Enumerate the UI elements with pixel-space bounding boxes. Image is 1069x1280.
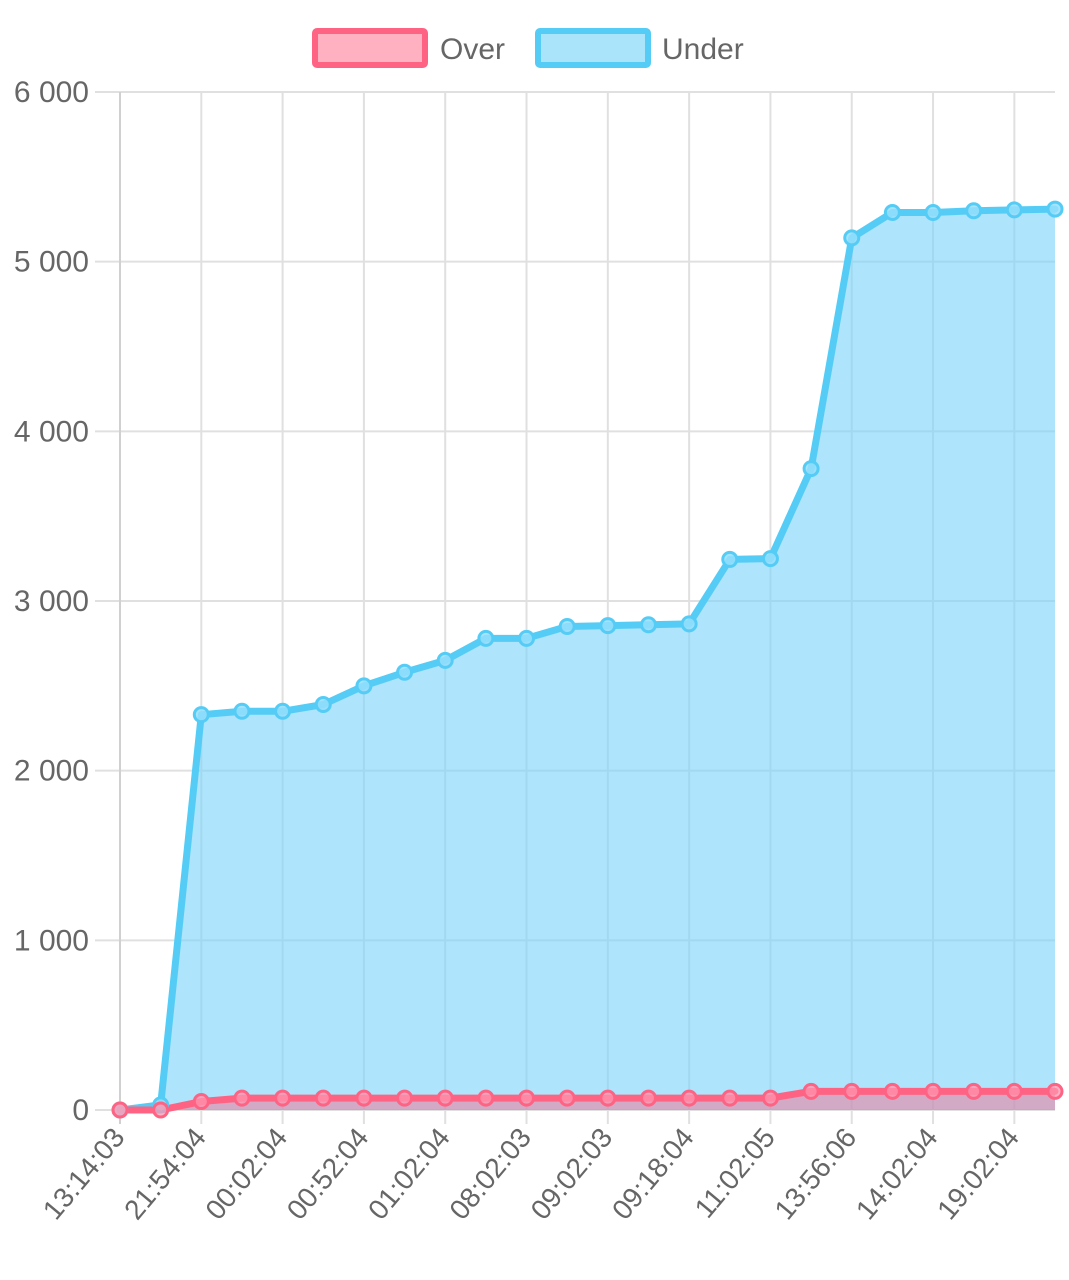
x-axis-ticks: 13:14:0321:54:0400:02:0400:52:0401:02:04… (37, 1122, 1025, 1225)
data-point-over[interactable] (680, 1089, 698, 1107)
data-point-over[interactable] (965, 1082, 983, 1100)
data-point-over[interactable] (477, 1089, 495, 1107)
data-point-under[interactable] (436, 651, 454, 669)
data-point-over[interactable] (314, 1089, 332, 1107)
x-tick-label: 14:02:04 (850, 1122, 944, 1225)
data-point-under[interactable] (558, 617, 576, 635)
data-point-under[interactable] (680, 615, 698, 633)
data-point-under[interactable] (396, 663, 414, 681)
data-point-over[interactable] (355, 1089, 373, 1107)
data-point-over[interactable] (761, 1089, 779, 1107)
legend-item-under[interactable]: Under (535, 28, 744, 68)
data-point-over[interactable] (721, 1089, 739, 1107)
x-tick-label: 00:52:04 (281, 1122, 375, 1225)
data-point-under[interactable] (233, 702, 251, 720)
data-point-under[interactable] (355, 677, 373, 695)
data-point-over[interactable] (274, 1089, 292, 1107)
x-tick-label: 08:02:03 (443, 1122, 537, 1225)
data-point-over[interactable] (802, 1082, 820, 1100)
data-point-over[interactable] (1046, 1082, 1064, 1100)
data-point-over[interactable] (843, 1082, 861, 1100)
legend-swatch-over (312, 28, 428, 68)
chart-legend[interactable]: Over Under (312, 28, 744, 68)
y-tick-label: 3 000 (14, 585, 89, 618)
data-point-under[interactable] (924, 203, 942, 221)
legend-label-over: Over (440, 33, 505, 66)
data-point-under[interactable] (883, 203, 901, 221)
data-point-over[interactable] (883, 1082, 901, 1100)
x-tick-label: 19:02:04 (931, 1122, 1025, 1225)
data-point-under[interactable] (721, 550, 739, 568)
data-point-under[interactable] (314, 695, 332, 713)
x-tick-label: 13:14:03 (37, 1122, 131, 1225)
data-point-under[interactable] (599, 617, 617, 635)
data-point-under[interactable] (1005, 201, 1023, 219)
legend-swatch-under (535, 28, 651, 68)
data-point-over[interactable] (639, 1089, 657, 1107)
y-axis-ticks: 0 1 000 2 000 3 000 4 000 5 000 6 000 (14, 76, 89, 1127)
x-tick-label: 01:02:04 (362, 1122, 456, 1225)
data-point-under[interactable] (843, 229, 861, 247)
legend-label-under: Under (662, 33, 744, 66)
data-point-over[interactable] (396, 1089, 414, 1107)
data-point-over[interactable] (518, 1089, 536, 1107)
data-point-under[interactable] (518, 629, 536, 647)
legend-item-over[interactable]: Over (312, 28, 505, 68)
data-point-under[interactable] (477, 629, 495, 647)
x-tick-label: 21:54:04 (118, 1122, 212, 1225)
area-fill-under (120, 209, 1055, 1110)
y-tick-label: 4 000 (14, 415, 89, 448)
data-point-over[interactable] (152, 1101, 170, 1119)
data-point-over[interactable] (233, 1089, 251, 1107)
y-tick-label: 1 000 (14, 924, 89, 957)
series-areas (120, 209, 1055, 1110)
y-tick-label: 0 (72, 1094, 89, 1127)
data-point-under[interactable] (761, 550, 779, 568)
data-point-over[interactable] (558, 1089, 576, 1107)
x-tick-label: 13:56:06 (769, 1122, 863, 1225)
y-tick-label: 6 000 (14, 76, 89, 109)
data-point-under[interactable] (274, 702, 292, 720)
data-point-over[interactable] (111, 1101, 129, 1119)
data-point-under[interactable] (965, 202, 983, 220)
data-point-under[interactable] (192, 706, 210, 724)
x-tick-label: 09:02:03 (525, 1122, 619, 1225)
data-point-under[interactable] (1046, 200, 1064, 218)
data-point-over[interactable] (436, 1089, 454, 1107)
y-tick-label: 2 000 (14, 755, 89, 788)
x-tick-label: 11:02:05 (689, 1122, 781, 1224)
x-tick-label: 09:18:04 (606, 1122, 700, 1225)
data-point-over[interactable] (192, 1093, 210, 1111)
data-point-under[interactable] (802, 460, 820, 478)
y-tick-label: 5 000 (14, 246, 89, 279)
data-point-over[interactable] (599, 1089, 617, 1107)
data-point-over[interactable] (1005, 1082, 1023, 1100)
data-point-over[interactable] (924, 1082, 942, 1100)
x-tick-label: 00:02:04 (199, 1122, 293, 1225)
data-point-under[interactable] (639, 616, 657, 634)
series-points[interactable] (111, 200, 1064, 1119)
